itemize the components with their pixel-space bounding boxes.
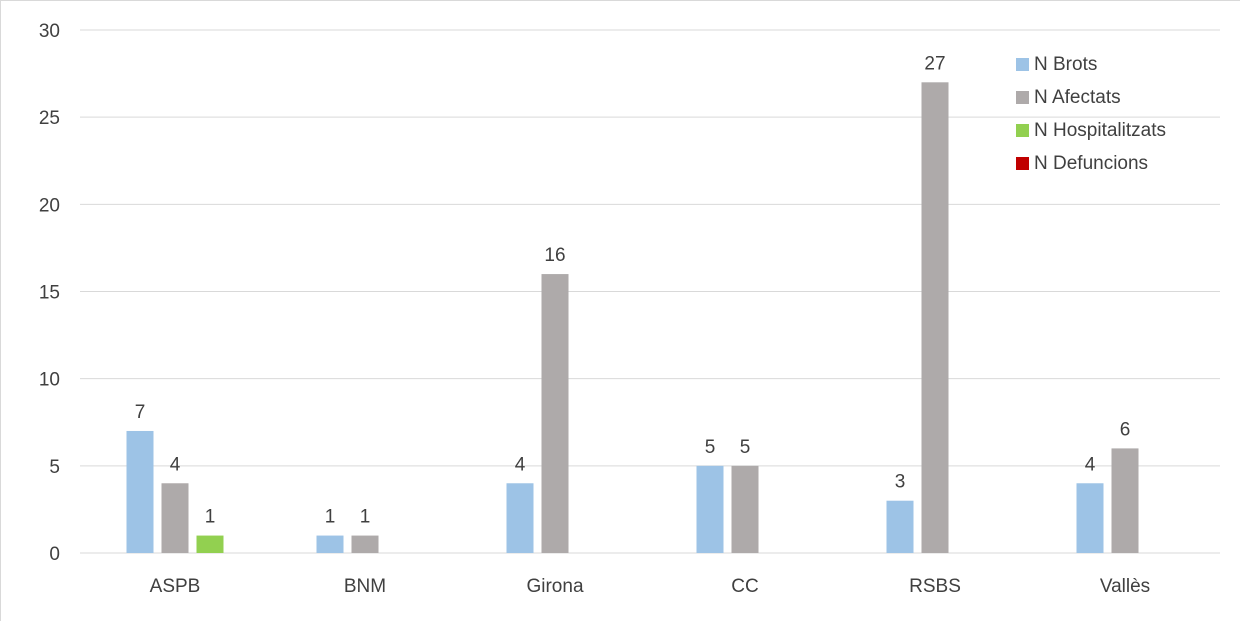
- bar: [196, 535, 224, 553]
- y-tick-label: 5: [49, 457, 60, 478]
- bar: [316, 535, 344, 553]
- x-tick-label: Vallès: [1100, 576, 1150, 597]
- data-label: 4: [1085, 454, 1096, 475]
- y-tick-label: 25: [39, 108, 60, 129]
- bar: [126, 430, 154, 553]
- x-tick-label: ASPB: [150, 576, 201, 597]
- bar: [161, 483, 189, 553]
- y-tick-label: 10: [39, 370, 60, 391]
- data-label: 7: [135, 402, 146, 423]
- legend-swatch: [1016, 157, 1029, 170]
- legend-swatch: [1016, 124, 1029, 137]
- bar: [541, 274, 569, 553]
- x-tick-label: CC: [731, 576, 758, 597]
- x-axis-ticks: ASPB BNM Girona CC RSBS Vallès: [150, 576, 1151, 597]
- data-label: 1: [325, 507, 336, 528]
- bar: [696, 465, 724, 553]
- data-label: 4: [170, 454, 181, 475]
- bars: [126, 82, 1139, 554]
- x-tick-label: RSBS: [909, 576, 961, 597]
- bar: [506, 483, 534, 553]
- bar: [886, 500, 914, 553]
- data-label: 4: [515, 454, 526, 475]
- bar: [1076, 483, 1104, 553]
- data-label: 3: [895, 472, 906, 493]
- y-tick-label: 15: [39, 283, 60, 304]
- x-tick-label: Girona: [526, 576, 583, 597]
- legend-swatch: [1016, 58, 1029, 71]
- legend: N Brots N Afectats N Hospitalitzats N Defun…: [1016, 54, 1166, 174]
- data-label: 1: [360, 507, 371, 528]
- y-tick-label: 0: [49, 544, 60, 565]
- data-labels: 7 4 1 1 1 4 16 5 5 3 27 4 6: [135, 53, 1131, 527]
- gridlines: [80, 29, 1220, 554]
- data-label: 5: [705, 437, 716, 458]
- bar: [351, 535, 379, 553]
- x-tick-label: BNM: [344, 576, 386, 597]
- legend-swatch: [1016, 91, 1029, 104]
- legend-label: N Afectats: [1034, 87, 1121, 108]
- data-label: 6: [1120, 419, 1131, 440]
- bar: [921, 82, 949, 554]
- data-label: 1: [205, 507, 216, 528]
- legend-label: N Defuncions: [1034, 153, 1148, 174]
- data-label: 5: [740, 437, 751, 458]
- legend-label: N Brots: [1034, 54, 1097, 75]
- y-axis-ticks: 0 5 10 15 20 25 30: [39, 21, 60, 565]
- legend-label: N Hospitalitzats: [1034, 120, 1166, 141]
- data-label: 27: [924, 53, 945, 74]
- data-label: 16: [544, 245, 565, 266]
- bar: [731, 465, 759, 553]
- bar: [1111, 448, 1139, 553]
- y-tick-label: 20: [39, 195, 60, 216]
- y-tick-label: 30: [39, 21, 60, 42]
